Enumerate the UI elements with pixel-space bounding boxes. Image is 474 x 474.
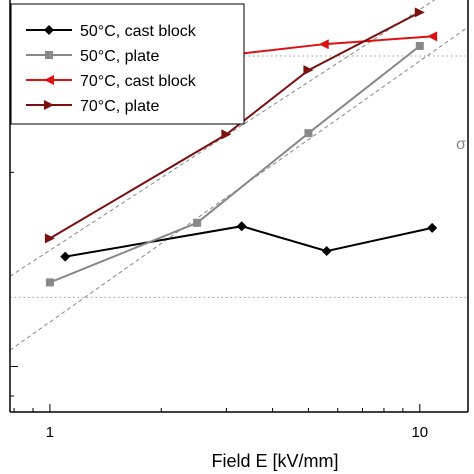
triangle-right-marker: [414, 7, 425, 18]
legend-label: 50°C, plate: [80, 48, 159, 65]
triangle-left-marker: [44, 75, 54, 85]
legend-label: 70°C, plate: [80, 98, 159, 115]
diamond-marker: [236, 221, 247, 232]
x-tick-label: 1: [46, 424, 54, 441]
square-marker: [304, 129, 313, 138]
triangle-left-marker: [318, 39, 329, 50]
legend-item: 50°C, plate: [26, 48, 159, 65]
diamond-marker: [60, 251, 71, 262]
square-marker: [45, 278, 54, 287]
legend-label: 50°C, cast block: [80, 23, 197, 40]
legend: 50°C, cast block 50°C, plate 70°C, cast bl…: [10, 3, 245, 125]
diamond-marker: [427, 222, 438, 233]
diamond-marker: [321, 246, 332, 257]
square-marker: [193, 218, 202, 227]
sigma-annotation: σ: [456, 136, 466, 153]
series-2: [45, 41, 424, 287]
triangle-right-marker: [44, 100, 54, 110]
x-tick-label: 10: [411, 424, 428, 441]
triangle-right-marker: [44, 233, 55, 244]
diamond-marker: [44, 25, 54, 35]
triangle-left-marker: [427, 31, 438, 42]
square-marker: [45, 51, 53, 59]
legend-label: 70°C, cast block: [80, 73, 197, 90]
triangle-right-marker: [303, 65, 314, 76]
series-line: [65, 225, 433, 258]
triangle-right-marker: [221, 129, 232, 140]
series-4: [44, 7, 425, 244]
series-line: [49, 45, 421, 284]
legend-item: 70°C, plate: [26, 98, 159, 115]
axes: 1 10: [9, 0, 469, 441]
legend-item: 50°C, cast block: [26, 23, 197, 40]
legend-item: 70°C, cast block: [26, 73, 197, 90]
series-line: [49, 11, 421, 240]
square-marker: [415, 41, 424, 50]
x-axis-title: Field E [kV/mm]: [211, 451, 338, 471]
